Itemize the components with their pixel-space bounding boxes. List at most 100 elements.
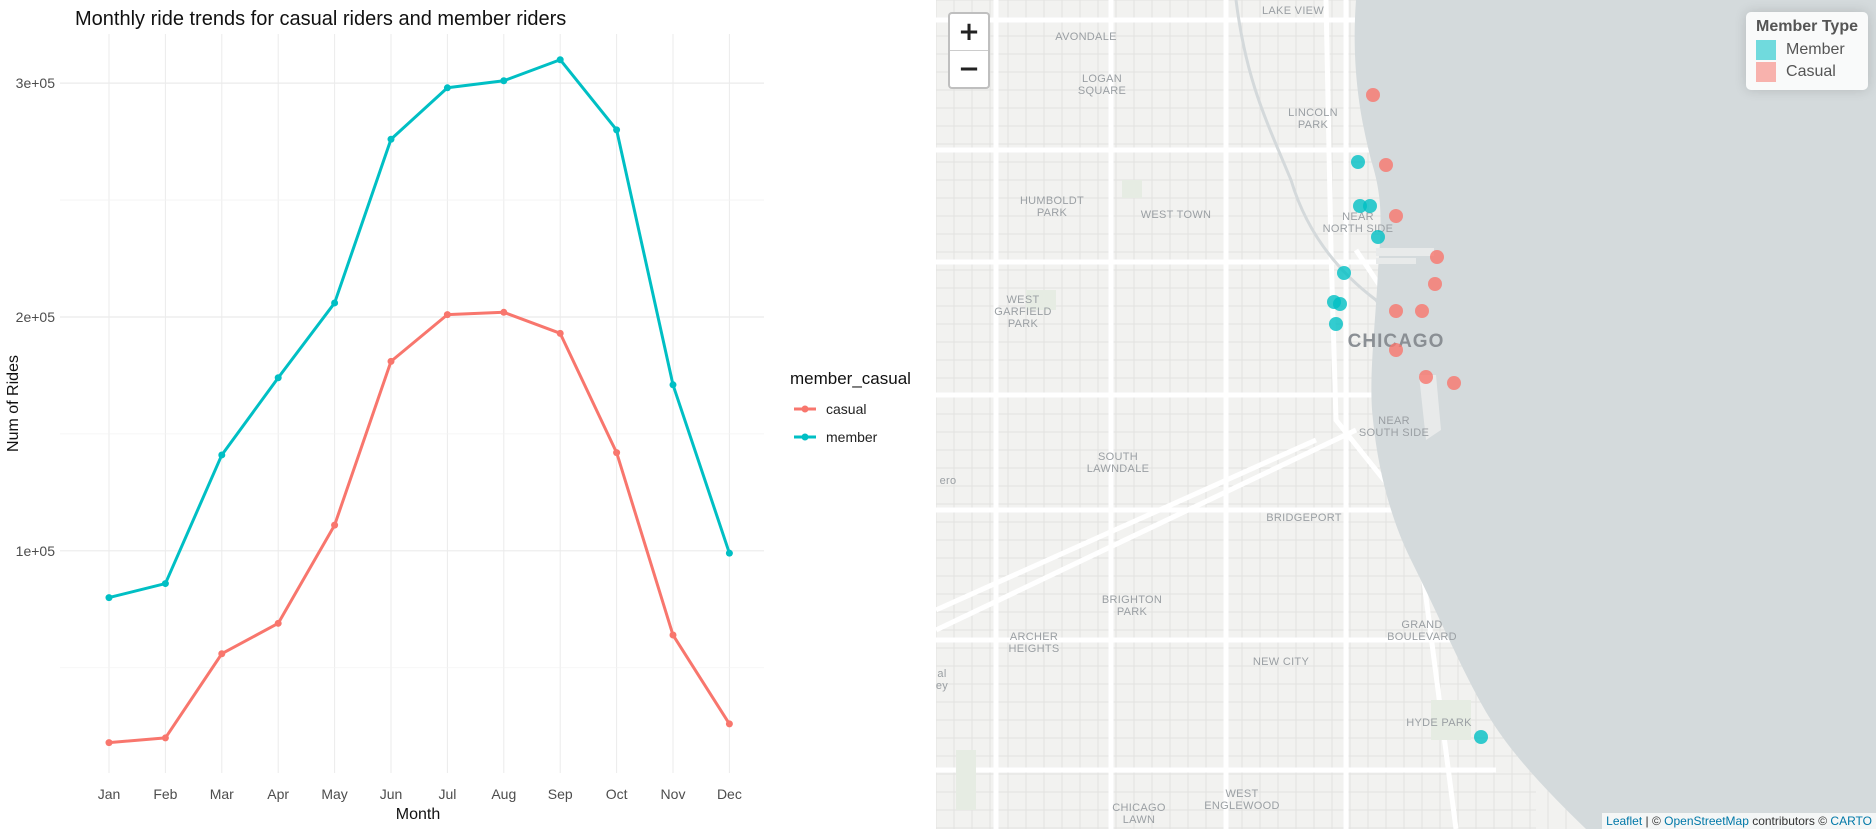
neighborhood-label-line: GRAND <box>1401 619 1442 631</box>
member-station-marker[interactable] <box>1371 230 1385 244</box>
casual-station-marker[interactable] <box>1389 304 1403 318</box>
osm-link[interactable]: OpenStreetMap <box>1664 814 1749 828</box>
map-attribution: Leaflet | © OpenStreetMap contributors ©… <box>1602 813 1876 829</box>
member-station-marker[interactable] <box>1353 199 1367 213</box>
neighborhood-label-line: CHICAGO <box>1112 802 1166 814</box>
member-station-marker[interactable] <box>1363 199 1377 213</box>
casual-station-marker[interactable] <box>1366 88 1380 102</box>
casual-station-marker[interactable] <box>1389 209 1403 223</box>
map-panel[interactable]: LAKE VIEW AVONDALE LOGAN SQUARE LINCOLN PARK H… <box>936 0 1876 829</box>
line-chart: Monthly ride trends for casual riders an… <box>5 8 911 823</box>
casual-station-marker[interactable] <box>1415 304 1429 318</box>
legend-marker-casual <box>801 405 809 413</box>
neighborhood-label-line: WEST <box>1007 294 1040 306</box>
member-data-point <box>105 594 113 602</box>
member-station-marker[interactable] <box>1329 317 1343 331</box>
navy-pier <box>1376 248 1434 256</box>
zoom-out-button[interactable]: − <box>950 50 988 87</box>
neighborhood-label-line: NEW CITY <box>1253 656 1310 668</box>
zoom-in-button[interactable]: + <box>958 17 980 47</box>
x-tick-label: Oct <box>606 786 628 802</box>
member-data-point <box>443 84 451 92</box>
neighborhood-label: CHICAGO LAWN <box>1112 802 1166 826</box>
neighborhood-label-line: AVONDALE <box>1055 31 1117 43</box>
map-legend-label-casual: Casual <box>1786 63 1836 80</box>
neighborhood-label: HYDE PARK <box>1406 717 1472 729</box>
neighborhood-label-line: BRIGHTON <box>1102 594 1162 606</box>
pier <box>1376 258 1416 264</box>
member-station-marker[interactable] <box>1351 155 1365 169</box>
member-data-point <box>613 126 621 134</box>
member-data-point <box>387 135 395 143</box>
x-axis-label: Month <box>396 806 440 823</box>
neighborhood-label: BRIGHTON PARK <box>1102 594 1162 618</box>
member-data-point <box>500 77 508 85</box>
carto-link[interactable]: CARTO <box>1830 814 1872 828</box>
x-tick-label: Aug <box>491 786 516 802</box>
member-data-point <box>161 580 169 588</box>
x-tick-label: Mar <box>210 786 234 802</box>
neighborhood-label-line: PARK <box>1008 318 1039 330</box>
neighborhood-label: LAKE VIEW <box>1262 5 1324 17</box>
neighborhood-label-line: SQUARE <box>1078 85 1126 97</box>
leaflet-link[interactable]: Leaflet <box>1606 814 1643 828</box>
neighborhood-label: NEW CITY <box>1253 656 1310 668</box>
neighborhood-label-line: WEST TOWN <box>1141 209 1212 221</box>
neighborhood-label-line: PARK <box>1117 606 1148 618</box>
lake-michigan <box>1354 0 1876 829</box>
neighborhood-label-line: BRIDGEPORT <box>1266 512 1342 524</box>
casual-data-point <box>725 720 733 728</box>
casual-station-marker[interactable] <box>1389 343 1403 357</box>
street-grid <box>936 0 1567 829</box>
neighborhood-label: BRIDGEPORT <box>1266 512 1342 524</box>
neighborhood-label-line: BOULEVARD <box>1387 631 1457 643</box>
casual-station-marker[interactable] <box>1430 250 1444 264</box>
neighborhood-label-line: GARFIELD <box>994 306 1051 318</box>
map-legend: Member Type Member Casual <box>1746 12 1868 90</box>
park <box>956 750 976 810</box>
neighborhood-label-line: PARK <box>1037 207 1068 219</box>
neighborhood-label-line: SOUTH <box>1098 451 1138 463</box>
neighborhood-label-line: LAKE VIEW <box>1262 5 1324 17</box>
piers <box>1376 248 1441 440</box>
x-tick-label: Sep <box>548 786 573 802</box>
casual-data-point <box>387 357 395 365</box>
legend-marker-member <box>801 433 809 441</box>
attribution-contributors: contributors © <box>1748 814 1831 828</box>
chart-title: Monthly ride trends for casual riders an… <box>75 8 566 30</box>
casual-data-point <box>331 521 339 529</box>
casual-station-marker[interactable] <box>1379 158 1393 172</box>
x-tick-label: Jun <box>380 786 403 802</box>
map-legend-item-casual: Casual <box>1756 61 1858 83</box>
casual-station-marker[interactable] <box>1428 277 1442 291</box>
casual-data-point <box>274 619 282 627</box>
highway <box>1323 0 1459 829</box>
neighborhood-label-line: LOGAN <box>1082 73 1122 85</box>
neighborhood-label-line: HYDE PARK <box>1406 717 1472 729</box>
member-station-marker[interactable] <box>1337 266 1351 280</box>
northerly-island <box>1419 375 1441 440</box>
neighborhood-label-line: NEAR <box>1378 415 1410 427</box>
x-tick-label: Apr <box>267 786 289 802</box>
neighborhood-label: ero <box>940 475 957 487</box>
casual-station-marker[interactable] <box>1447 376 1461 390</box>
member-station-marker[interactable] <box>1474 730 1488 744</box>
x-tick-label: Dec <box>717 786 742 802</box>
member-station-marker[interactable] <box>1333 297 1347 311</box>
member-data-point <box>669 381 677 389</box>
neighborhood-label: NEAR SOUTH SIDE <box>1359 415 1429 439</box>
casual-station-marker[interactable] <box>1419 370 1433 384</box>
casual-swatch <box>1756 62 1777 82</box>
legend-label-casual: casual <box>826 401 866 417</box>
neighborhood-label: SOUTH LAWNDALE <box>1087 451 1150 475</box>
neighborhood-label-line: NEAR <box>1342 211 1374 223</box>
casual-data-point <box>105 739 113 747</box>
member-data-point <box>725 549 733 557</box>
member-data-point <box>218 451 226 459</box>
legend-label-member: member <box>826 429 878 445</box>
neighborhood-label-line: LAWNDALE <box>1087 463 1150 475</box>
x-tick-label: Nov <box>661 786 686 802</box>
neighborhood-label-line: HEIGHTS <box>1009 643 1060 655</box>
casual-markers <box>1366 88 1461 390</box>
